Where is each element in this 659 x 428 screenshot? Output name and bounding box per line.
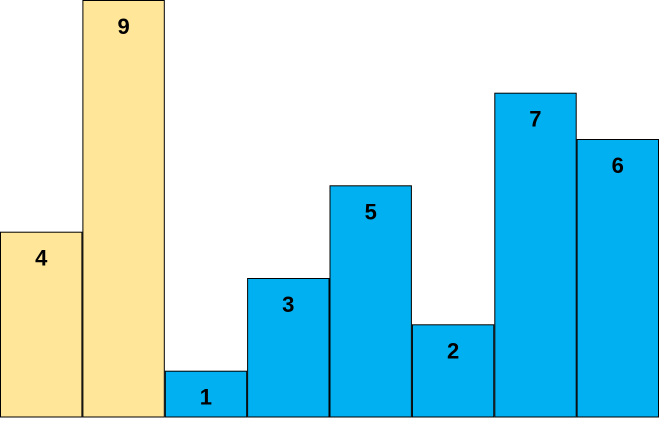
bar-value-label-2: 9 (117, 14, 129, 39)
bar-3 (164, 370, 248, 418)
bar-value-label-7: 7 (529, 107, 541, 132)
bar-value-label-4: 3 (282, 292, 294, 317)
bar-6 (411, 324, 495, 418)
bar-1 (0, 231, 83, 418)
bar-4 (247, 278, 330, 418)
bar-value-label-6: 2 (447, 338, 459, 363)
bar-8 (576, 139, 659, 418)
bar-2 (82, 0, 165, 418)
bar-7 (494, 92, 577, 418)
bar-value-label-3: 1 (200, 385, 212, 410)
bar-value-label-5: 5 (365, 199, 377, 224)
bar-value-label-1: 4 (35, 246, 48, 271)
bar-value-label-8: 6 (612, 153, 624, 178)
bar-5 (329, 185, 412, 418)
